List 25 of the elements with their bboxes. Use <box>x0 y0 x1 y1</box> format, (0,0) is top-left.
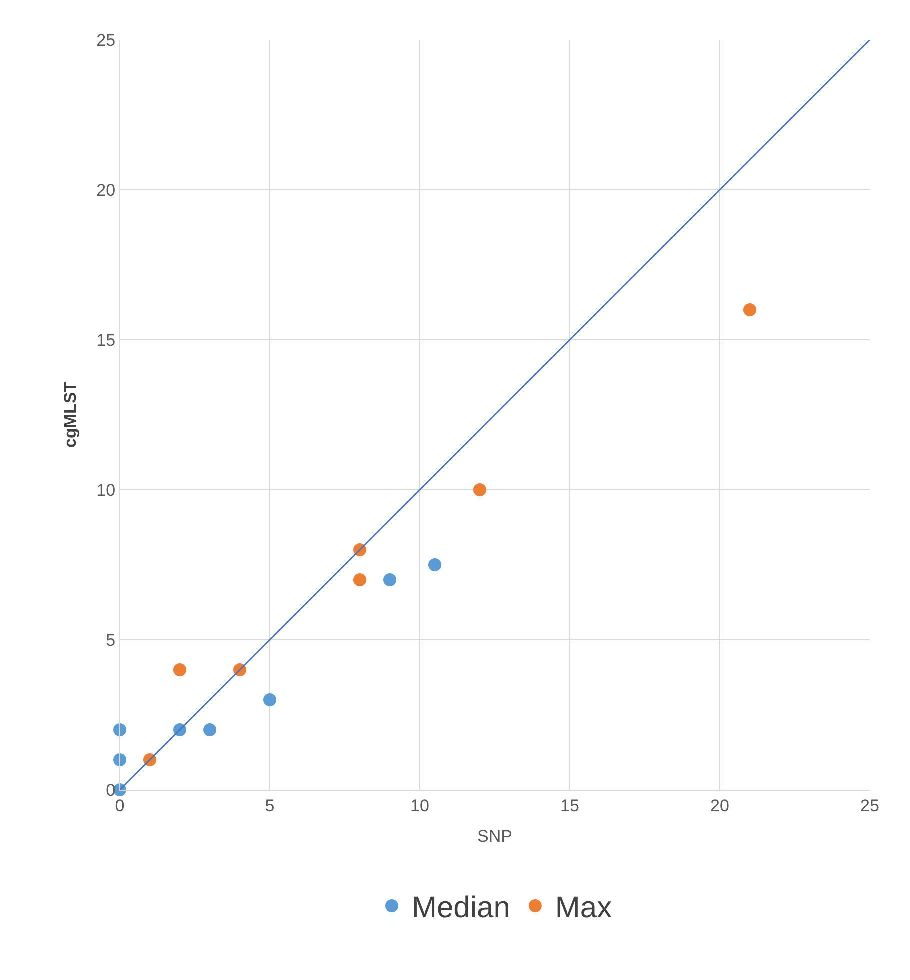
x-tick-label: 15 <box>560 796 580 816</box>
legend-label: Median <box>412 892 510 925</box>
y-tick-label: 5 <box>106 630 116 650</box>
point <box>204 724 216 736</box>
x-tick-label: 5 <box>265 796 275 816</box>
point <box>114 724 126 736</box>
point <box>384 574 396 586</box>
point <box>428 558 442 572</box>
point <box>114 754 126 766</box>
point <box>474 484 486 496</box>
y-tick-label: 20 <box>96 180 116 200</box>
y-tick-label: 10 <box>96 480 116 500</box>
point <box>264 694 276 706</box>
x-tick-label: 25 <box>860 796 880 816</box>
y-tick-label: 25 <box>96 30 116 50</box>
point <box>174 664 186 676</box>
x-axis-title: SNP <box>478 826 512 846</box>
y-axis-title: cgMLST <box>61 381 80 448</box>
x-tick-label: 20 <box>710 796 730 816</box>
legend-label: Max <box>555 892 612 925</box>
y-tick-label: 15 <box>96 330 116 350</box>
y-tick-label: 0 <box>106 780 116 800</box>
point <box>354 574 366 586</box>
x-tick-label: 10 <box>410 796 430 816</box>
point <box>744 304 756 316</box>
